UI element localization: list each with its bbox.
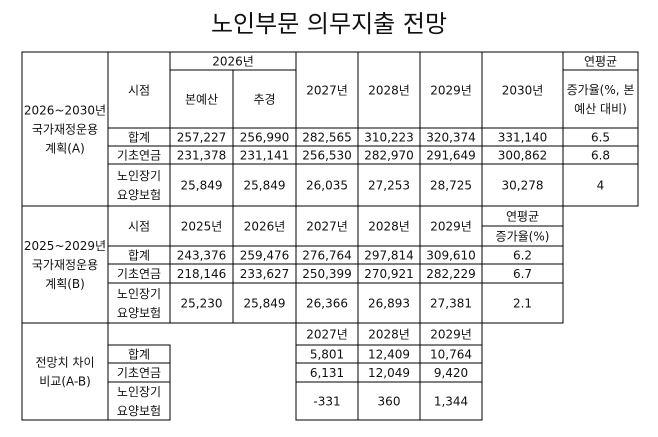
value-cell: 300,862	[498, 149, 548, 163]
row-label: 기초연금	[117, 267, 161, 281]
section-label: 계획(B)	[45, 277, 85, 291]
section-label: 국가재정운용	[32, 258, 98, 272]
header-cell: 시점	[128, 84, 150, 98]
row-label: 기초연금	[117, 149, 161, 163]
value-cell: 309,610	[426, 249, 476, 263]
value-cell: 270,921	[364, 267, 414, 281]
value-cell: 25,230	[181, 297, 223, 311]
row-label: 요양보험	[117, 306, 161, 320]
value-cell: 6.5	[591, 131, 610, 145]
value-cell: 28,725	[430, 179, 472, 193]
value-cell: 282,565	[302, 131, 352, 145]
table-cell	[419, 381, 483, 421]
header-cell: 증가율(%)	[496, 230, 550, 244]
value-cell: 233,627	[240, 267, 290, 281]
header-cell: 2028년	[368, 220, 410, 234]
section-label: 국가재정운용	[32, 123, 98, 137]
value-cell: 256,990	[240, 131, 290, 145]
row-label: 요양보험	[117, 188, 161, 202]
row-label: 노인장기	[117, 287, 161, 301]
value-cell: 25,849	[244, 297, 286, 311]
value-cell: 310,223	[364, 131, 414, 145]
row-label: 노인장기	[117, 385, 161, 399]
table-cell	[21, 322, 109, 421]
row-label: 합계	[128, 131, 150, 145]
table-cell	[562, 163, 639, 207]
value-cell: 1,344	[434, 395, 468, 409]
header-cell: 증가율(%, 본	[567, 83, 635, 97]
value-cell: 231,141	[240, 149, 290, 163]
header-cell: 예산 대비)	[574, 102, 627, 116]
header-cell: 연평균	[506, 210, 539, 224]
value-cell: 257,227	[177, 131, 227, 145]
value-cell: 27,381	[430, 297, 472, 311]
header-cell: 2028년	[368, 328, 410, 342]
section-label: 2026~2030년	[24, 104, 106, 118]
value-cell: 331,140	[498, 131, 548, 145]
value-cell: 282,970	[364, 149, 414, 163]
section-label: 2025~2029년	[24, 239, 106, 253]
header-cell: 시점	[128, 220, 150, 234]
header-cell: 2030년	[502, 84, 544, 98]
value-cell: 9,420	[434, 366, 468, 380]
value-cell: 30,278	[502, 179, 544, 193]
table-cell	[107, 381, 171, 421]
header-cell: 2027년	[306, 220, 348, 234]
value-cell: 26,366	[306, 297, 348, 311]
header-cell: 2027년	[306, 328, 348, 342]
header-cell: 본예산	[185, 93, 218, 107]
row-label: 요양보험	[117, 404, 161, 418]
value-cell: 276,764	[302, 249, 352, 263]
value-cell: 6,131	[310, 366, 344, 380]
value-cell: 360	[378, 395, 401, 409]
value-cell: 26,035	[306, 179, 348, 193]
value-cell: 12,049	[368, 366, 410, 380]
section-label: 전망치 차이	[35, 356, 94, 370]
table-cell	[562, 69, 639, 129]
value-cell: -331	[313, 395, 340, 409]
header-cell: 2027년	[306, 84, 348, 98]
value-cell: 320,374	[426, 131, 476, 145]
value-cell: 218,146	[177, 267, 227, 281]
header-cell: 2029년	[430, 84, 472, 98]
value-cell: 259,476	[240, 249, 290, 263]
value-cell: 297,814	[364, 249, 414, 263]
value-cell: 291,649	[426, 149, 476, 163]
table-cell	[481, 282, 564, 324]
value-cell: 6.7	[513, 267, 532, 281]
value-cell: 26,893	[368, 297, 410, 311]
value-cell: 6.2	[513, 249, 532, 263]
value-cell: 243,376	[177, 249, 227, 263]
value-cell: 4	[597, 179, 605, 193]
value-cell: 12,409	[368, 348, 410, 362]
value-cell: 10,764	[430, 348, 472, 362]
row-label: 기초연금	[117, 366, 161, 380]
value-cell: 6.8	[591, 149, 610, 163]
section-label: 계획(A)	[45, 142, 85, 156]
row-label: 합계	[128, 348, 150, 362]
header-cell: 2026년	[212, 55, 254, 69]
header-cell: 2025년	[181, 220, 223, 234]
header-cell: 연평균	[584, 55, 617, 69]
header-cell: 2029년	[430, 220, 472, 234]
row-label: 노인장기	[117, 169, 161, 183]
value-cell: 5,801	[310, 348, 344, 362]
header-cell: 2026년	[244, 220, 286, 234]
value-cell: 25,849	[244, 179, 286, 193]
title: 노인부문 의무지출 전망	[211, 10, 447, 38]
value-cell: 25,849	[181, 179, 223, 193]
section-label: 비교(A-B)	[39, 375, 91, 389]
value-cell: 282,229	[426, 267, 476, 281]
header-cell: 추경	[253, 93, 275, 107]
header-cell: 2028년	[368, 84, 410, 98]
row-label: 합계	[128, 249, 150, 263]
value-cell: 256,530	[302, 149, 352, 163]
value-cell: 27,253	[368, 179, 410, 193]
header-cell: 2029년	[430, 328, 472, 342]
value-cell: 250,399	[302, 267, 352, 281]
value-cell: 2.1	[513, 297, 532, 311]
value-cell: 231,378	[177, 149, 227, 163]
